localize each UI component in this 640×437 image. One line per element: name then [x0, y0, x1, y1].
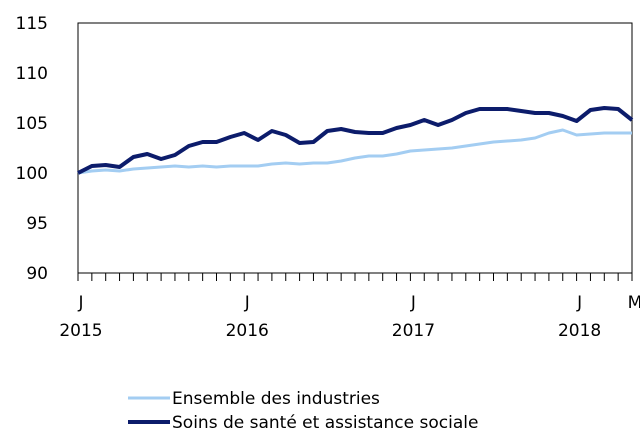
- y-tick-label: 95: [26, 214, 48, 234]
- x-tick-label: 2018: [558, 321, 601, 341]
- y-tick-label: 115: [16, 14, 48, 34]
- y-tick-label: 110: [16, 64, 48, 84]
- y-tick-label: 105: [16, 114, 48, 134]
- series-line: [77, 128, 632, 175]
- x-tick-label: J: [244, 293, 250, 313]
- legend-label: Soins de santé et assistance sociale: [172, 413, 478, 433]
- series-line: [77, 106, 634, 175]
- y-tick-label: 100: [16, 164, 48, 184]
- x-tick-label: 2016: [226, 321, 269, 341]
- y-tick-label: 90: [26, 264, 48, 284]
- x-tick-label: J: [576, 293, 582, 313]
- plot-frame: [77, 22, 633, 274]
- x-tick-label: M: [628, 293, 640, 313]
- x-tick-label: 2017: [392, 321, 435, 341]
- x-tick-label: 2015: [59, 321, 102, 341]
- x-tick-label: J: [410, 293, 416, 313]
- x-tick-label: J: [77, 293, 83, 313]
- legend-label: Ensemble des industries: [172, 389, 380, 409]
